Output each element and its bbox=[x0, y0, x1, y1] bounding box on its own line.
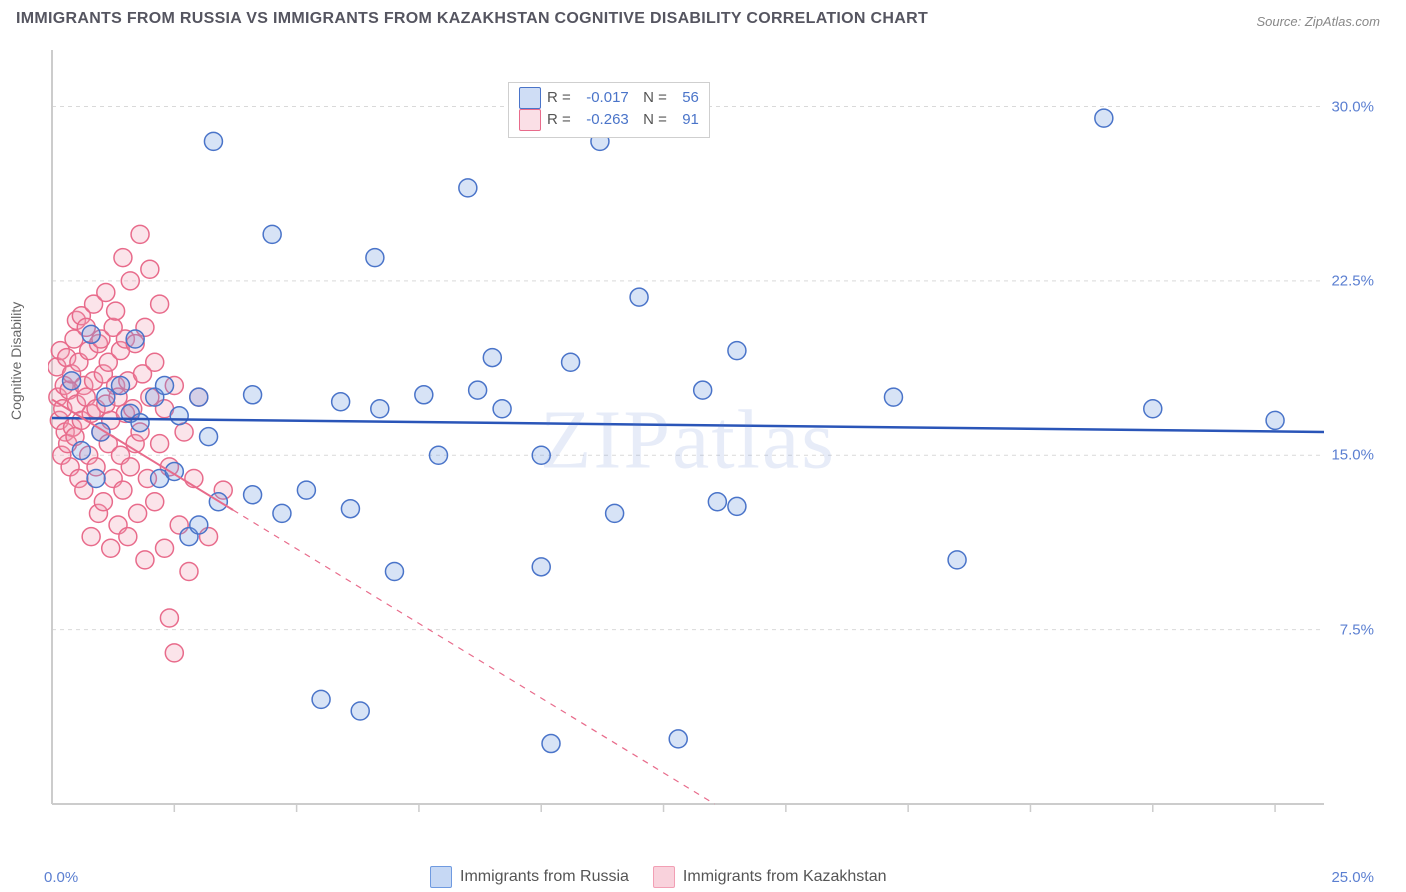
legend-item-kazakhstan: Immigrants from Kazakhstan bbox=[653, 866, 887, 888]
y-axis-label: Cognitive Disability bbox=[8, 302, 24, 420]
series-legend: Immigrants from Russia Immigrants from K… bbox=[430, 866, 887, 888]
y-tick-label: 7.5% bbox=[1340, 621, 1374, 638]
chart-plot-area: ZIPatlas R = -0.017 N = 56 R = -0.263 N … bbox=[48, 40, 1328, 840]
stats-row-kazakhstan: R = -0.263 N = 91 bbox=[519, 109, 699, 131]
source-label: Source: ZipAtlas.com bbox=[1256, 14, 1380, 29]
n-label: N = bbox=[635, 109, 667, 131]
r-value-kazakhstan: -0.263 bbox=[577, 109, 629, 131]
n-value-kazakhstan: 91 bbox=[673, 109, 699, 131]
legend-item-russia: Immigrants from Russia bbox=[430, 866, 629, 888]
n-label: N = bbox=[635, 87, 667, 109]
y-tick-label: 22.5% bbox=[1331, 272, 1374, 289]
x-axis-label-right: 25.0% bbox=[1331, 869, 1374, 886]
r-label: R = bbox=[547, 109, 571, 131]
r-label: R = bbox=[547, 87, 571, 109]
legend-label-russia: Immigrants from Russia bbox=[460, 868, 629, 886]
legend-swatch-russia bbox=[430, 866, 452, 888]
stats-legend: R = -0.017 N = 56 R = -0.263 N = 91 bbox=[508, 82, 710, 138]
swatch-russia bbox=[519, 87, 541, 109]
x-axis-label-left: 0.0% bbox=[44, 869, 78, 886]
chart-svg bbox=[48, 40, 1328, 840]
stats-row-russia: R = -0.017 N = 56 bbox=[519, 87, 699, 109]
n-value-russia: 56 bbox=[673, 87, 699, 109]
swatch-kazakhstan bbox=[519, 109, 541, 131]
r-value-russia: -0.017 bbox=[577, 87, 629, 109]
chart-title: IMMIGRANTS FROM RUSSIA VS IMMIGRANTS FRO… bbox=[16, 10, 928, 28]
source-prefix: Source: bbox=[1256, 14, 1304, 29]
legend-swatch-kazakhstan bbox=[653, 866, 675, 888]
y-tick-label: 15.0% bbox=[1331, 447, 1374, 464]
source-name: ZipAtlas.com bbox=[1305, 14, 1380, 29]
legend-label-kazakhstan: Immigrants from Kazakhstan bbox=[683, 868, 887, 886]
y-tick-label: 30.0% bbox=[1331, 98, 1374, 115]
